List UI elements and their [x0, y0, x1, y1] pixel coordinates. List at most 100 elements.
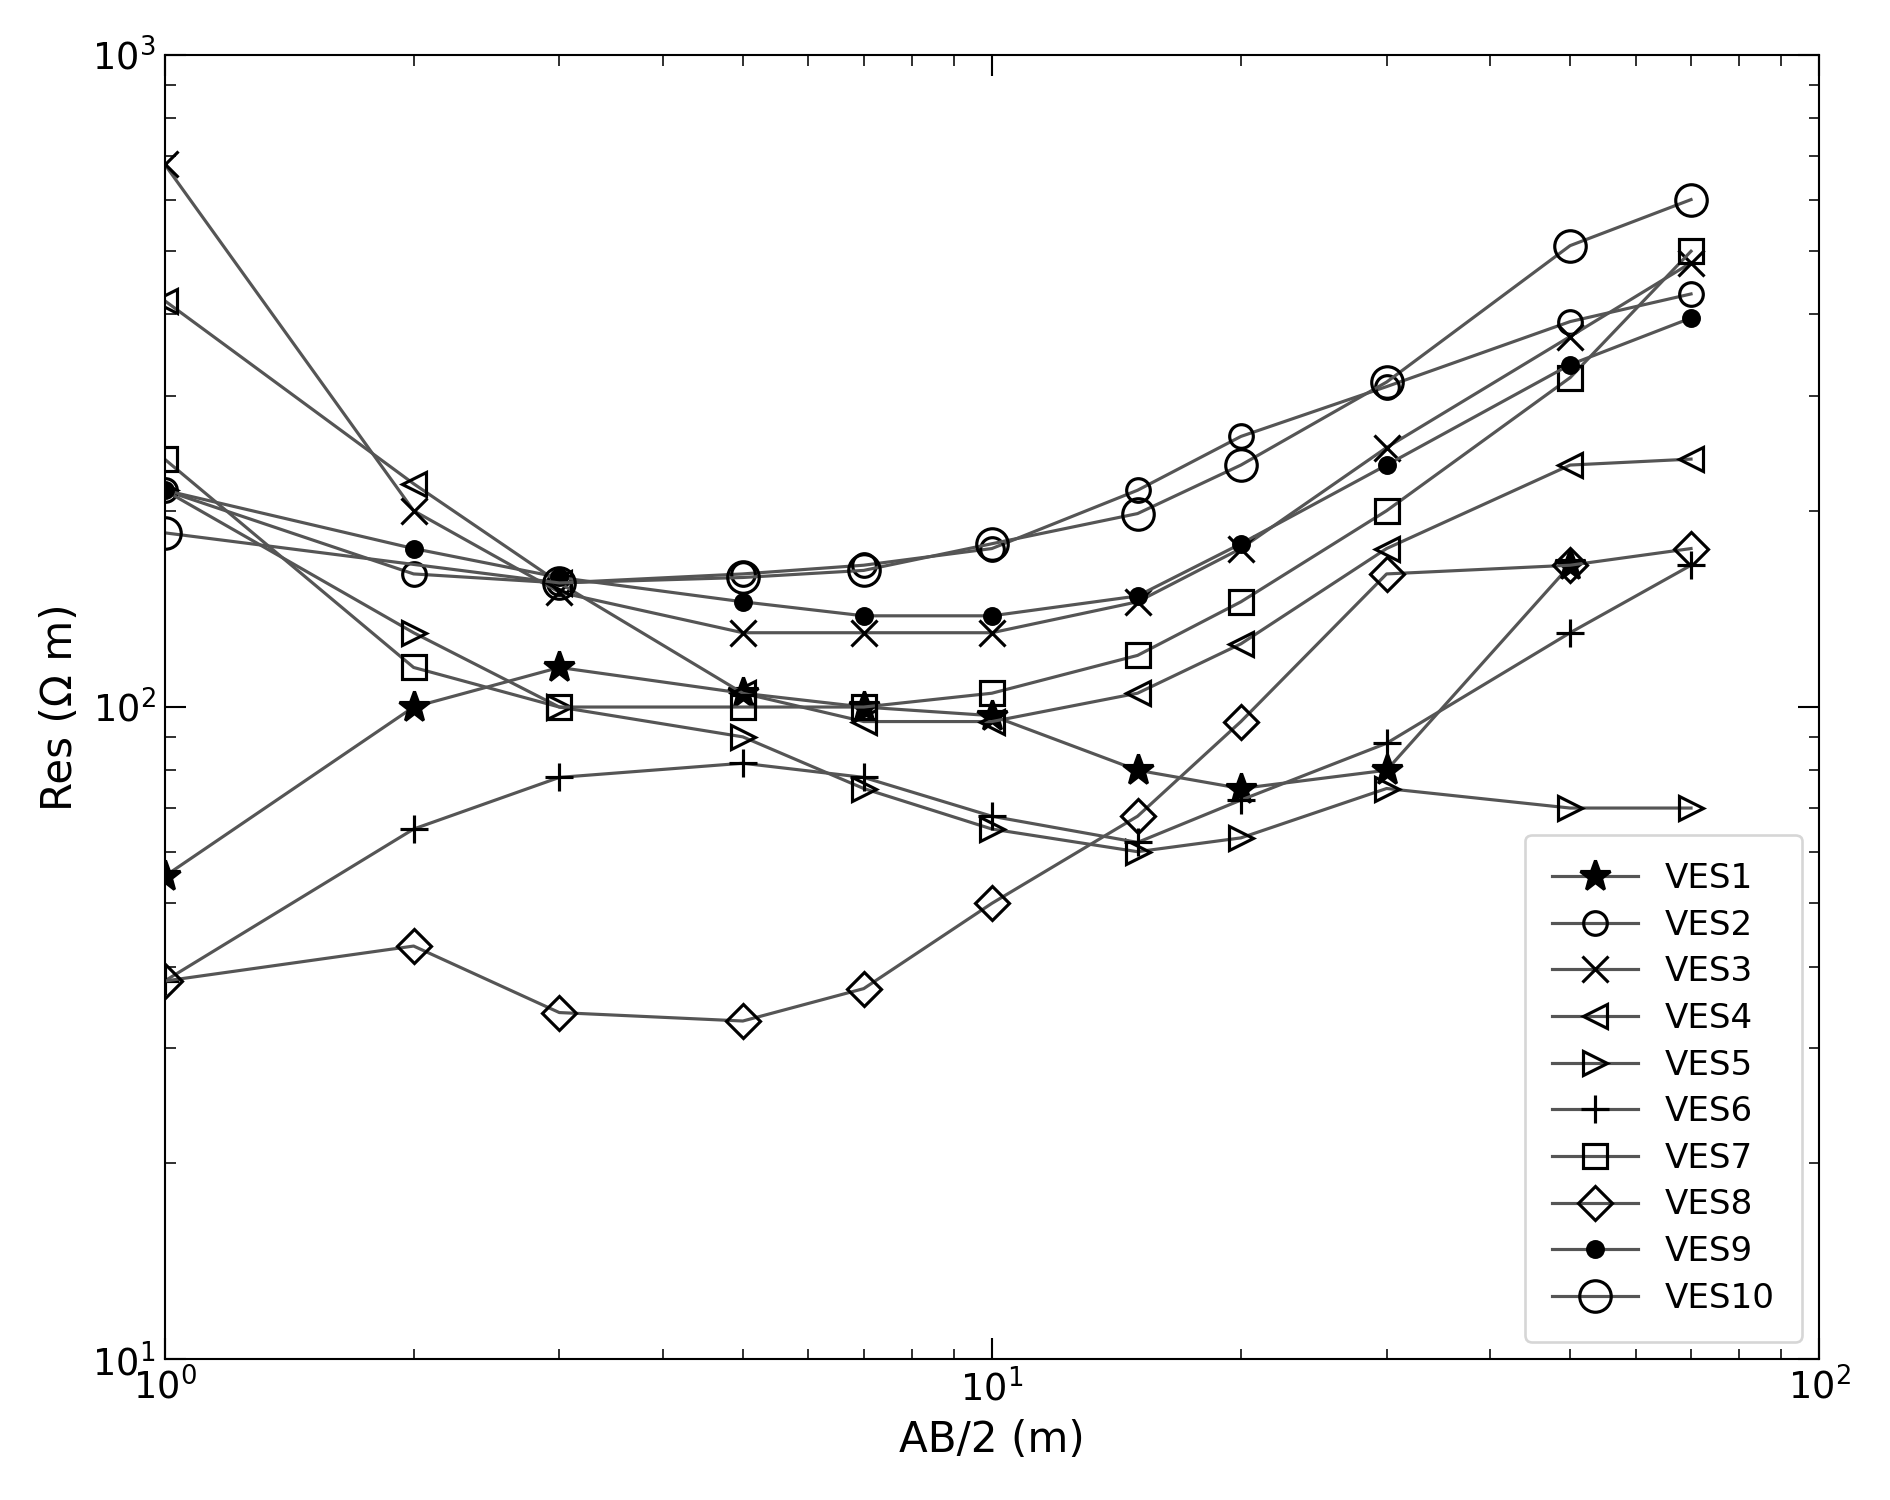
VES8 [1559, 556, 1582, 574]
VES7 [731, 698, 754, 715]
VES3 [852, 624, 875, 642]
VES10 [1230, 456, 1253, 474]
VES7 [1680, 242, 1703, 260]
VES6 [153, 972, 176, 990]
VES9 [1126, 586, 1149, 604]
VES5 [153, 482, 176, 500]
VES10 [981, 534, 1004, 552]
VES5 [1376, 780, 1399, 798]
Legend: VES1, VES2, VES3, VES4, VES5, VES6, VES7, VES8, VES9, VES10: VES1, VES2, VES3, VES4, VES5, VES6, VES7… [1525, 834, 1803, 1342]
VES1 [1126, 760, 1149, 778]
VES1 [852, 698, 875, 715]
VES1 [731, 684, 754, 702]
Line: VES2: VES2 [153, 282, 1703, 594]
VES4 [1680, 450, 1703, 468]
VES4 [153, 291, 176, 309]
VES10 [852, 561, 875, 579]
VES2 [1230, 427, 1253, 445]
VES6 [403, 821, 425, 839]
VES7 [153, 450, 176, 468]
VES6 [1230, 790, 1253, 808]
VES8 [852, 980, 875, 998]
VES2 [852, 556, 875, 574]
VES4 [852, 712, 875, 730]
VES1 [153, 867, 176, 885]
Line: VES5: VES5 [153, 478, 1703, 864]
VES4 [1559, 456, 1582, 474]
VES9 [852, 608, 875, 625]
VES3 [153, 154, 176, 172]
VES6 [1376, 734, 1399, 752]
VES9 [1559, 356, 1582, 374]
Line: VES10: VES10 [149, 184, 1707, 598]
VES1 [548, 658, 571, 676]
VES7 [1126, 646, 1149, 664]
VES3 [981, 624, 1004, 642]
VES1 [403, 698, 425, 715]
VES2 [548, 574, 571, 592]
VES3 [1680, 254, 1703, 272]
VES10 [731, 568, 754, 586]
VES4 [403, 474, 425, 492]
Line: VES9: VES9 [157, 310, 1699, 624]
VES6 [731, 754, 754, 772]
VES3 [1230, 540, 1253, 558]
VES10 [153, 524, 176, 542]
VES8 [731, 1013, 754, 1031]
VES4 [548, 574, 571, 592]
VES7 [548, 698, 571, 715]
VES4 [981, 712, 1004, 730]
X-axis label: AB/2 (m): AB/2 (m) [900, 1419, 1085, 1461]
Line: VES4: VES4 [153, 290, 1703, 734]
VES2 [403, 566, 425, 584]
VES9 [1230, 534, 1253, 552]
VES3 [548, 584, 571, 602]
Y-axis label: Res (Ω m): Res (Ω m) [40, 603, 81, 812]
VES6 [1126, 834, 1149, 852]
VES6 [1559, 624, 1582, 642]
VES3 [1376, 438, 1399, 456]
VES5 [548, 698, 571, 715]
VES7 [1376, 501, 1399, 519]
VES8 [1230, 712, 1253, 730]
VES2 [1126, 482, 1149, 500]
VES6 [1680, 556, 1703, 574]
VES8 [548, 1004, 571, 1022]
VES9 [403, 540, 425, 558]
VES1 [1376, 760, 1399, 778]
VES9 [981, 608, 1004, 625]
VES7 [981, 684, 1004, 702]
VES10 [1376, 374, 1399, 392]
VES6 [548, 768, 571, 786]
VES2 [1559, 312, 1582, 330]
VES4 [1376, 540, 1399, 558]
VES4 [1230, 634, 1253, 652]
VES4 [1126, 684, 1149, 702]
VES2 [1680, 285, 1703, 303]
VES2 [981, 540, 1004, 558]
VES8 [1680, 540, 1703, 558]
VES2 [731, 566, 754, 584]
VES9 [153, 482, 176, 500]
VES8 [153, 972, 176, 990]
VES3 [731, 624, 754, 642]
VES10 [1126, 504, 1149, 522]
VES6 [852, 768, 875, 786]
VES3 [1559, 327, 1582, 345]
VES9 [548, 568, 571, 586]
VES1 [1559, 556, 1582, 574]
VES5 [1126, 843, 1149, 861]
VES3 [1126, 592, 1149, 610]
VES5 [981, 821, 1004, 839]
VES1 [981, 706, 1004, 724]
VES7 [1230, 592, 1253, 610]
VES9 [731, 592, 754, 610]
Line: VES8: VES8 [153, 537, 1703, 1034]
VES7 [403, 658, 425, 676]
VES10 [1680, 190, 1703, 208]
VES5 [731, 728, 754, 746]
VES1 [1230, 780, 1253, 798]
Line: VES3: VES3 [151, 152, 1705, 646]
VES5 [852, 780, 875, 798]
Line: VES1: VES1 [149, 549, 1586, 892]
